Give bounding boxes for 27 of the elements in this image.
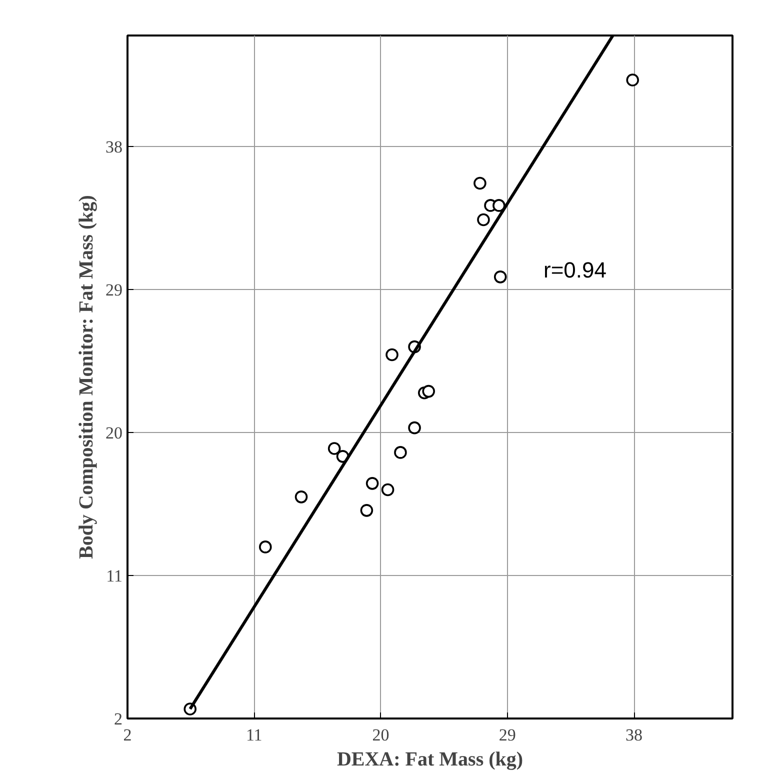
x-tick-label: 38: [626, 726, 643, 744]
point: [294, 490, 308, 504]
y-tick-label: 2: [114, 710, 122, 728]
point: [474, 176, 486, 190]
point: [328, 442, 341, 455]
point: [386, 348, 398, 362]
x-axis-title: DEXA: Fat Mass (kg): [336, 748, 524, 770]
point: [422, 384, 435, 398]
annotation: r=0.94: [544, 258, 606, 282]
x-tick-label: 11: [246, 726, 262, 744]
point: [408, 421, 421, 434]
point: [381, 483, 394, 496]
y-axis-title: Body Composition Monitor: Fat Mass (kg): [76, 195, 98, 559]
point: [494, 270, 507, 284]
point: [258, 540, 272, 554]
y-tick-label: 11: [106, 566, 123, 586]
y-tick-label: 20: [106, 424, 122, 443]
y-tick-label: 38: [106, 138, 122, 157]
point: [394, 446, 407, 459]
point: [360, 504, 374, 517]
point: [366, 477, 379, 490]
x-tick-label: 20: [372, 726, 390, 744]
point: [492, 199, 506, 212]
point: [477, 213, 490, 226]
x-tick-label: 29: [498, 726, 516, 744]
point: [626, 74, 640, 86]
y-tick-label: 29: [106, 280, 122, 300]
